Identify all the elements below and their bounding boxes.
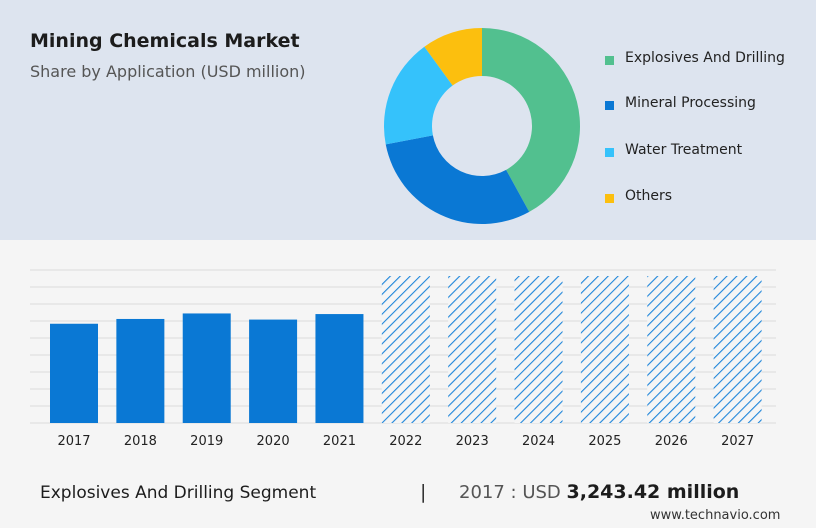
donut-slice-others [424,28,482,86]
legend-item-others: Others [605,188,810,208]
legend-item-explosives: Explosives And Drilling [605,50,810,70]
value-amount: 3,243.42 million [566,481,740,503]
x-tick-label: 2024 [522,434,555,449]
separator: | [420,481,427,503]
legend-swatch [605,101,614,110]
bar-2020 [249,319,298,423]
chart-subtitle: Share by Application (USD million) [30,62,306,81]
segment-value: 2017 : USD 3,243.42 million [459,481,739,503]
donut-slice-water-treatment [384,46,453,145]
forecast-bar-2026 [647,276,696,423]
x-tick-label: 2023 [456,434,489,449]
donut-slice-explosives-and-drilling [482,28,580,212]
chart-title: Mining Chemicals Market [30,30,300,52]
bar-2017 [50,323,98,423]
forecast-bar-2024 [514,276,563,423]
donut-slice-mineral-processing [385,135,530,224]
brand-url: www.technavio.com [650,508,781,523]
bar-2021 [315,314,364,423]
segment-label: Explosives And Drilling Segment [40,483,317,503]
legend-swatch [605,194,614,203]
legend-label: Others [625,188,673,204]
legend-label: Water Treatment [625,142,743,158]
forecast-bar-2023 [448,276,497,423]
legend-label: Mineral Processing [625,95,756,111]
bar-2019 [182,313,231,423]
value-prefix: 2017 : USD [459,482,561,503]
forecast-bar-2027 [713,276,762,423]
legend-item-water-treatment: Water Treatment [605,142,810,162]
legend-swatch [605,148,614,157]
x-tick-label: 2026 [655,434,688,449]
x-tick-label: 2021 [323,434,356,449]
donut-chart [384,28,580,224]
forecast-bar-2025 [580,276,629,423]
legend-swatch [605,56,614,65]
x-tick-label: 2027 [721,434,754,449]
x-tick-label: 2022 [389,434,422,449]
bar-2018 [116,318,165,423]
x-tick-label: 2020 [257,434,290,449]
legend-item-mineral-processing: Mineral Processing [605,95,810,115]
x-tick-label: 2025 [588,434,621,449]
x-tick-label: 2017 [57,434,90,449]
x-tick-label: 2019 [190,434,223,449]
legend-label: Explosives And Drilling [625,50,785,66]
x-tick-label: 2018 [124,434,157,449]
forecast-bar-2022 [381,276,430,423]
bar-chart: 2017 2018 2019 2020 2021 2022 2023 2024 2025 2026… [30,269,776,449]
